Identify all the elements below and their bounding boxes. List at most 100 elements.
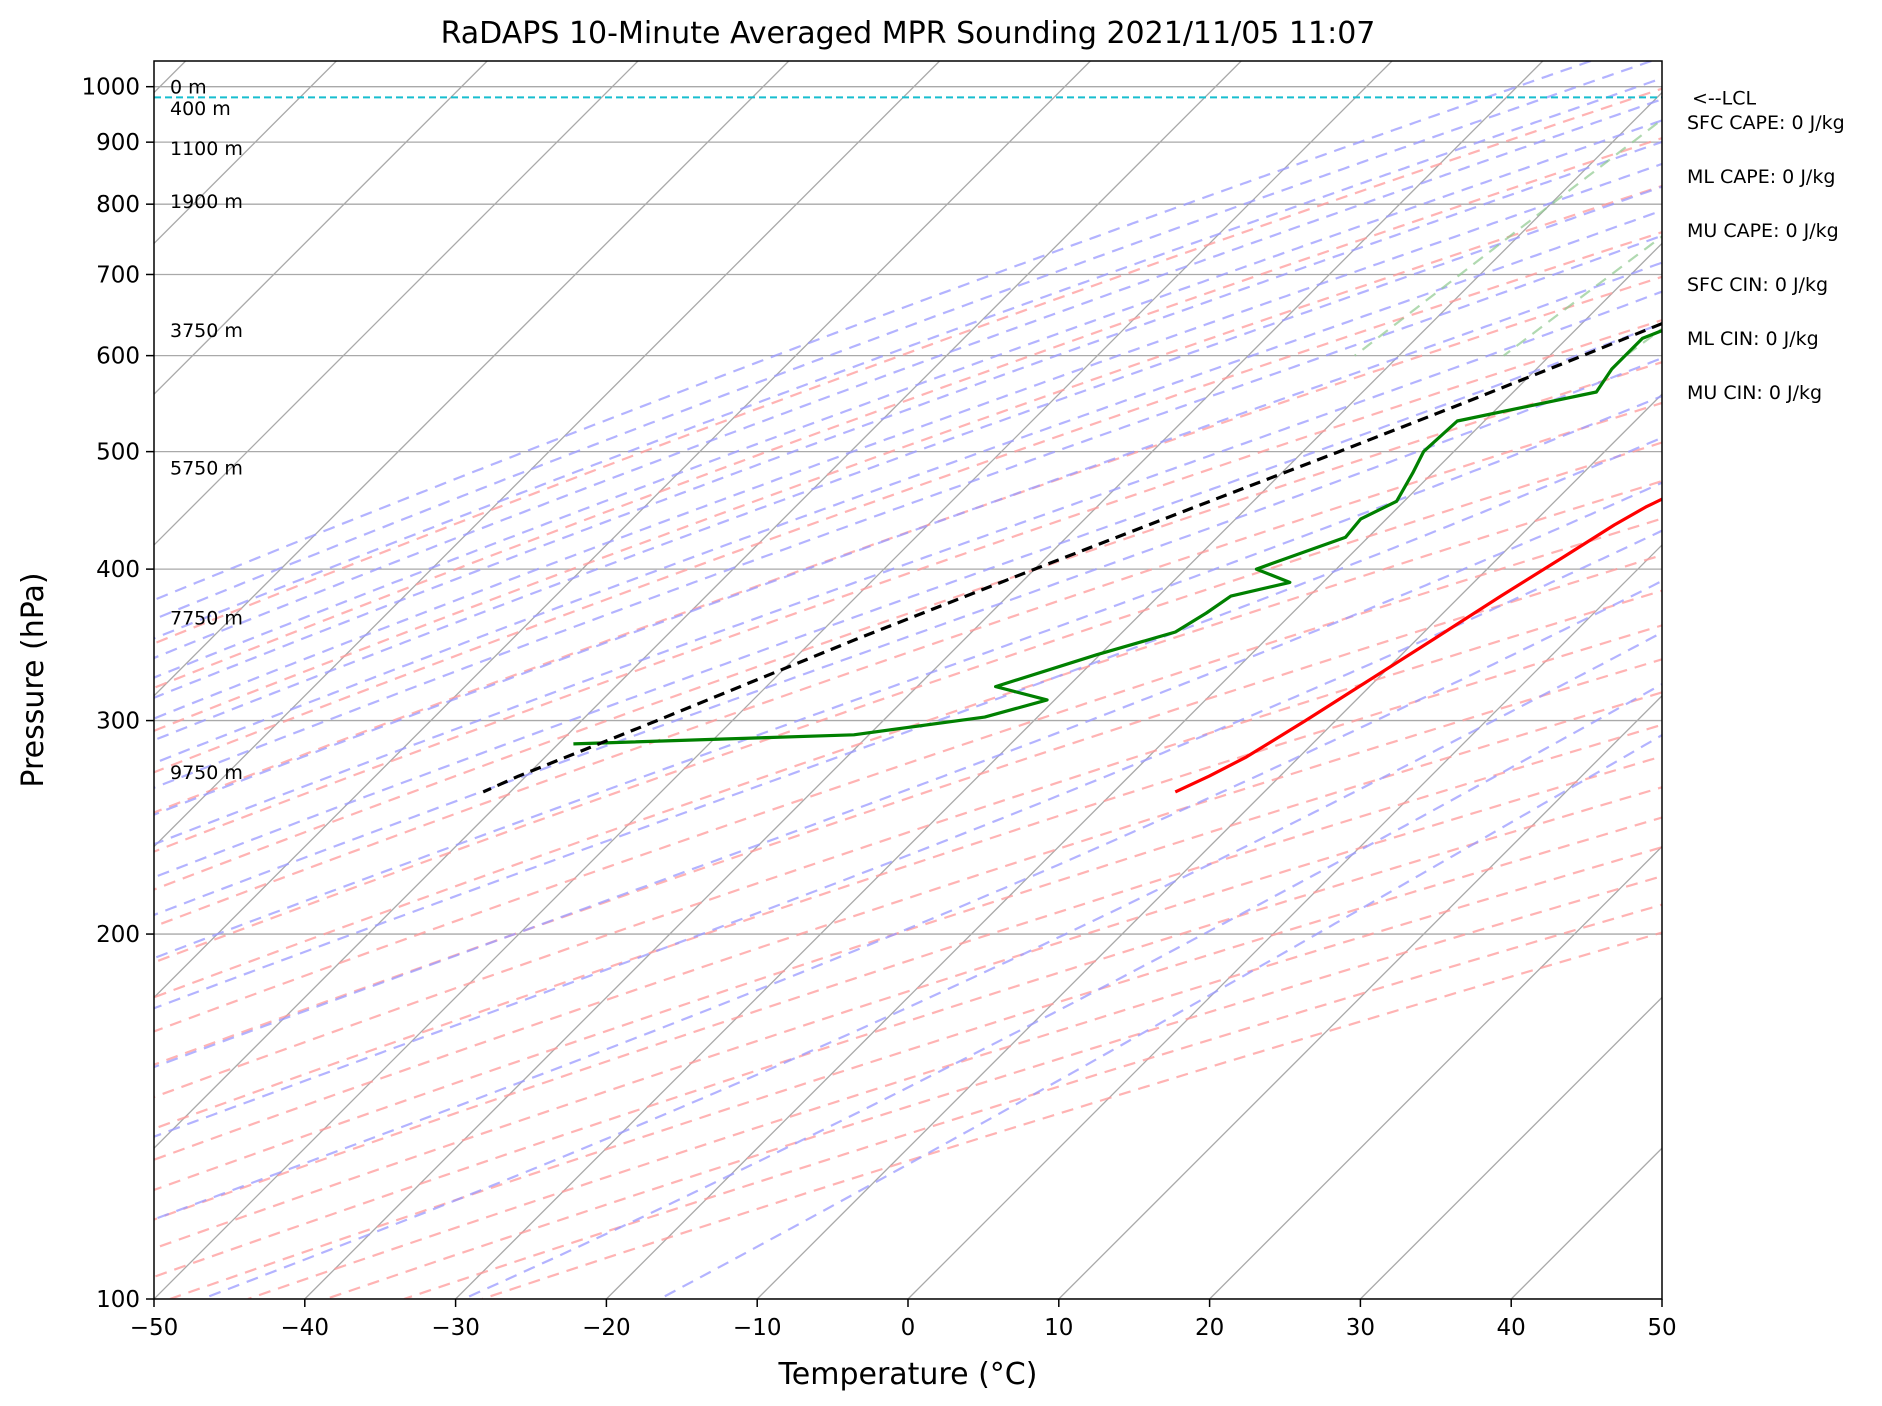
height-label: 5750 m — [170, 458, 243, 480]
moist-adiabat-line — [154, 77, 1662, 640]
dry-adiabat-line — [154, 87, 1662, 645]
lcl-label: <--LCL — [1692, 87, 1756, 109]
height-label: 400 m — [170, 98, 231, 120]
dry-adiabats — [154, 87, 1662, 1299]
dry-adiabat-line — [403, 903, 1662, 1299]
isotherm-line — [1661, 1298, 1662, 1299]
isotherm-line — [304, 61, 1544, 1299]
dry-adiabat-line — [154, 786, 1662, 1279]
isotherm-line — [154, 61, 1091, 999]
isotherm-line — [605, 242, 1662, 1299]
height-label: 1900 m — [170, 191, 243, 213]
chart-title: RaDAPS 10-Minute Averaged MPR Sounding 2… — [441, 16, 1376, 51]
x-tick-label: 50 — [1647, 1315, 1676, 1341]
x-tick-label: 30 — [1346, 1315, 1375, 1341]
moist-adiabat-line — [154, 322, 1662, 879]
moist-adiabat-line — [154, 261, 1662, 816]
x-tick-label: −50 — [130, 1315, 179, 1341]
moist-adiabat-line — [154, 436, 1662, 1010]
isotherm-line — [455, 91, 1662, 1299]
moist-adiabat-line — [154, 61, 1592, 602]
stat-label: SFC CAPE: 0 J/kg — [1687, 112, 1845, 134]
dry-adiabat-line — [154, 479, 1662, 999]
lcl-annotation: <--LCL — [1692, 87, 1756, 109]
moist-adiabat-line — [154, 290, 1662, 846]
moist-adiabat-line — [154, 185, 1662, 742]
isotherm-line — [1058, 694, 1662, 1299]
y-tick-label: 100 — [96, 1287, 140, 1313]
mixing-ratio-line — [1870, 87, 1882, 356]
isotherm-line — [154, 61, 1393, 1299]
x-tick-label: 10 — [1044, 1315, 1073, 1341]
moist-adiabat-line — [154, 579, 1662, 1221]
moist-adiabat-line — [154, 162, 1662, 720]
parcel-path-line — [482, 321, 1662, 794]
isotherm-line — [1359, 996, 1662, 1299]
dry-adiabat-line — [154, 553, 1662, 1066]
y-tick-label: 300 — [96, 709, 140, 735]
height-label: 1100 m — [170, 138, 243, 160]
height-label: 9750 m — [170, 762, 243, 784]
y-tick-label: 900 — [96, 130, 140, 156]
moist-adiabats — [154, 61, 1662, 1299]
stats-panel: SFC CAPE: 0 J/kg ML CAPE: 0 J/kg MU CAPE: … — [1687, 112, 1845, 404]
height-label: 7750 m — [170, 607, 243, 629]
mixing-ratio-lines — [1354, 87, 1882, 357]
isotherm-line — [154, 61, 790, 697]
isotherm-line — [1813, 61, 1882, 1299]
isotherm-line — [1510, 1147, 1662, 1299]
dry-adiabat-line — [154, 624, 1662, 1130]
temperature-line — [1174, 497, 1662, 794]
y-tick-label: 700 — [96, 262, 140, 288]
y-tick-label: 1000 — [81, 75, 140, 101]
stat-label: ML CAPE: 0 J/kg — [1687, 166, 1835, 188]
dry-adiabat-line — [154, 441, 1662, 964]
dry-adiabat-line — [154, 401, 1662, 928]
y-axis-ticks: 1000 900 800 700 600 500 400 300 200 100 — [81, 75, 154, 1313]
x-tick-label: −10 — [733, 1315, 782, 1341]
isotherm-line — [154, 61, 1242, 1150]
x-tick-label: 0 — [901, 1315, 916, 1341]
isotherm-line — [154, 61, 941, 848]
moist-adiabat-line — [154, 98, 1662, 660]
dry-adiabat-line — [154, 755, 1662, 1250]
moist-adiabat-line — [154, 61, 1652, 621]
x-tick-label: 40 — [1497, 1315, 1526, 1341]
stat-label: SFC CIN: 0 J/kg — [1687, 274, 1828, 296]
moist-adiabat-line — [154, 119, 1662, 679]
y-tick-label: 500 — [96, 440, 140, 466]
dry-adiabat-line — [169, 816, 1662, 1299]
y-tick-label: 200 — [96, 922, 140, 948]
moist-adiabat-line — [659, 733, 1662, 1299]
dry-adiabat-line — [154, 723, 1662, 1221]
x-tick-label: −40 — [281, 1315, 330, 1341]
y-tick-label: 800 — [96, 192, 140, 218]
moist-adiabat-line — [154, 529, 1662, 1138]
x-tick-label: 20 — [1195, 1315, 1224, 1341]
isotherm-line — [907, 544, 1662, 1299]
y-tick-label: 400 — [96, 557, 140, 583]
dry-adiabat-line — [154, 231, 1662, 774]
sounding-series — [482, 321, 1662, 794]
moist-adiabat-line — [154, 481, 1662, 1069]
dry-adiabat-line — [481, 931, 1662, 1299]
moist-adiabat-line — [462, 682, 1662, 1299]
dry-adiabat-line — [154, 136, 1662, 690]
stat-label: MU CIN: 0 J/kg — [1687, 382, 1822, 404]
dry-adiabat-line — [154, 589, 1662, 1099]
moist-adiabat-line — [154, 140, 1662, 699]
dry-adiabat-line — [154, 517, 1662, 1033]
dry-adiabat-line — [247, 846, 1662, 1299]
height-label: 0 m — [170, 77, 207, 99]
isotherm-line — [1209, 845, 1662, 1299]
isotherm-line — [756, 393, 1662, 1299]
height-label: 3750 m — [170, 320, 243, 342]
x-tick-label: −20 — [582, 1315, 631, 1341]
plot-area — [154, 61, 1882, 1299]
y-tick-label: 600 — [96, 344, 140, 370]
dewpoint-line — [573, 328, 1662, 746]
dry-adiabat-line — [154, 184, 1662, 732]
moist-adiabat-line — [154, 356, 1662, 917]
